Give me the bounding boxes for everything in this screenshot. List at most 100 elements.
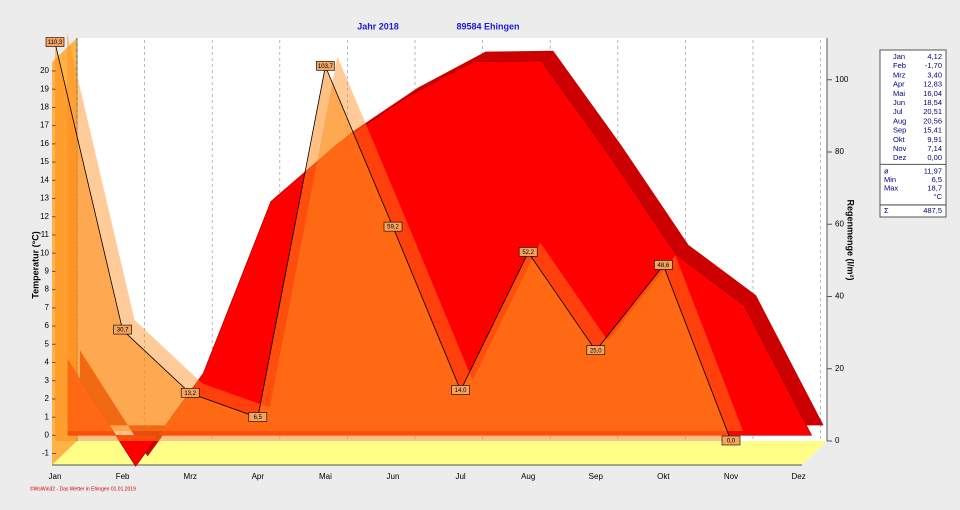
- panel-value: 20,56: [923, 116, 942, 125]
- panel-value: 0,00: [927, 153, 942, 162]
- panel-value: 16,04: [923, 89, 942, 98]
- panel-month: Jul: [893, 107, 903, 116]
- chart-subtitle: 89584 Ehingen: [456, 21, 519, 31]
- panel-value: 12,83: [923, 80, 942, 89]
- y-tick-label: 5: [45, 339, 50, 348]
- y-tick-label: -1: [42, 449, 50, 458]
- data-label: 13,2: [184, 391, 196, 397]
- y2-tick-label: 40: [835, 292, 844, 301]
- x-tick-label: Jan: [49, 472, 62, 481]
- panel-box: [879, 49, 947, 218]
- rain-area: [55, 42, 731, 441]
- footer: ©WsWin32 - Das Wetter in Ehingen 01.01.2…: [30, 485, 136, 492]
- data-label-box: [180, 388, 200, 398]
- chart-title: Jahr 2018: [357, 21, 399, 31]
- panel-month: Jun: [893, 98, 905, 107]
- x-tick-label: Mai: [319, 472, 332, 481]
- panel-value: 7,14: [927, 144, 942, 153]
- panel-month: Feb: [893, 61, 906, 70]
- x-tick-label: Jul: [455, 472, 465, 481]
- y-tick-label: 8: [45, 285, 50, 294]
- panel-month: Nov: [893, 144, 907, 153]
- data-label-box: [586, 345, 606, 355]
- panel-stat-label: Min: [884, 175, 896, 184]
- x-tick-label: Apr: [252, 472, 265, 481]
- y-tick-label: 4: [45, 358, 50, 367]
- data-label: 25,0: [590, 348, 602, 354]
- x-tick-label: Feb: [116, 472, 130, 481]
- panel-unit: °C: [934, 192, 943, 201]
- panel-stat-label: ø: [884, 166, 889, 175]
- panel-sum-label: Σ: [884, 206, 889, 215]
- panel-stat-value: 6,5: [932, 175, 942, 184]
- panel-value: 20,51: [923, 107, 942, 116]
- y-tick-label: 0: [45, 430, 50, 439]
- data-label: 52,2: [522, 250, 534, 256]
- data-label-box: [518, 247, 538, 257]
- y-tick-label: 10: [40, 248, 49, 257]
- data-label-box: [113, 324, 132, 335]
- y-tick-label: 6: [45, 321, 50, 330]
- panel-sum-value: 487,5: [923, 206, 942, 215]
- panel-month: Jan: [893, 52, 905, 61]
- y-tick-label: 16: [40, 139, 49, 148]
- panel-month: Dez: [893, 153, 907, 162]
- y-tick-label: 14: [40, 175, 49, 184]
- y2-tick-label: 80: [835, 147, 844, 156]
- data-label-box: [721, 435, 741, 446]
- x-tick-label: Sep: [589, 472, 604, 481]
- x-tick-label: Aug: [521, 472, 535, 481]
- data-label: 103,7: [318, 64, 334, 70]
- y-tick-label: 2: [45, 394, 50, 403]
- data-label: 30,7: [117, 328, 129, 334]
- panel-value: 15,41: [923, 126, 942, 135]
- data-label-box: [45, 37, 65, 47]
- y-axis-title: Temperatur (°C): [30, 231, 40, 298]
- summary-panel: Jan 4,12 Feb -1,70 Mrz 3,40 Apr 12,83 Mai 16,04 Ju…: [879, 49, 947, 218]
- y2-axis-title: Regenmenge (l/m²): [846, 199, 856, 280]
- x-tick-label: Nov: [724, 472, 738, 481]
- y-tick-label: 13: [40, 194, 49, 203]
- y-tick-label: 20: [40, 66, 49, 75]
- panel-month: Apr: [893, 80, 905, 89]
- panel-value: -1,70: [925, 61, 942, 70]
- y-tick-label: 3: [45, 376, 50, 385]
- x-tick-label: Mrz: [184, 472, 197, 481]
- panel-month: Mai: [893, 89, 905, 98]
- y2-tick-label: 20: [835, 364, 844, 373]
- data-label-box: [451, 385, 470, 395]
- y-tick-label: 17: [40, 121, 49, 130]
- data-label: 0,0: [727, 439, 736, 445]
- data-label-box: [654, 260, 673, 270]
- data-label: 59,2: [387, 225, 399, 231]
- panel-stat-label: Max: [884, 183, 898, 192]
- x-tick-label: Dez: [791, 472, 805, 481]
- panel-value: 18,54: [923, 98, 942, 107]
- panel-value: 4,12: [927, 52, 942, 61]
- y2-tick-label: 60: [835, 219, 844, 228]
- data-label-box: [383, 221, 403, 232]
- y-tick-label: 1: [45, 412, 50, 421]
- panel-month: Mrz: [893, 70, 906, 79]
- y-tick-label: 9: [45, 267, 50, 276]
- panel-month: Okt: [893, 135, 906, 144]
- data-label: 14,0: [455, 388, 467, 394]
- y-tick-label: 11: [41, 230, 50, 239]
- y-tick-label: 7: [45, 303, 50, 312]
- x-tick-label: Okt: [657, 472, 670, 481]
- panel-stat-value: 11,97: [924, 166, 942, 175]
- panel-value: 9,91: [927, 135, 942, 144]
- y2-tick-label: 0: [835, 436, 840, 445]
- y2-tick-label: 100: [835, 75, 849, 84]
- data-label-box: [316, 61, 335, 71]
- panel-stat-value: 18,7: [927, 183, 942, 192]
- data-label: 110,3: [48, 40, 63, 46]
- panel-month: Sep: [893, 126, 906, 135]
- data-label: 48,6: [658, 263, 670, 269]
- y-tick-label: 19: [40, 84, 49, 93]
- y-tick-label: 12: [40, 212, 49, 221]
- x-tick-label: Jun: [387, 472, 400, 481]
- data-label: 6,5: [254, 415, 263, 421]
- panel-value: 3,40: [927, 70, 942, 79]
